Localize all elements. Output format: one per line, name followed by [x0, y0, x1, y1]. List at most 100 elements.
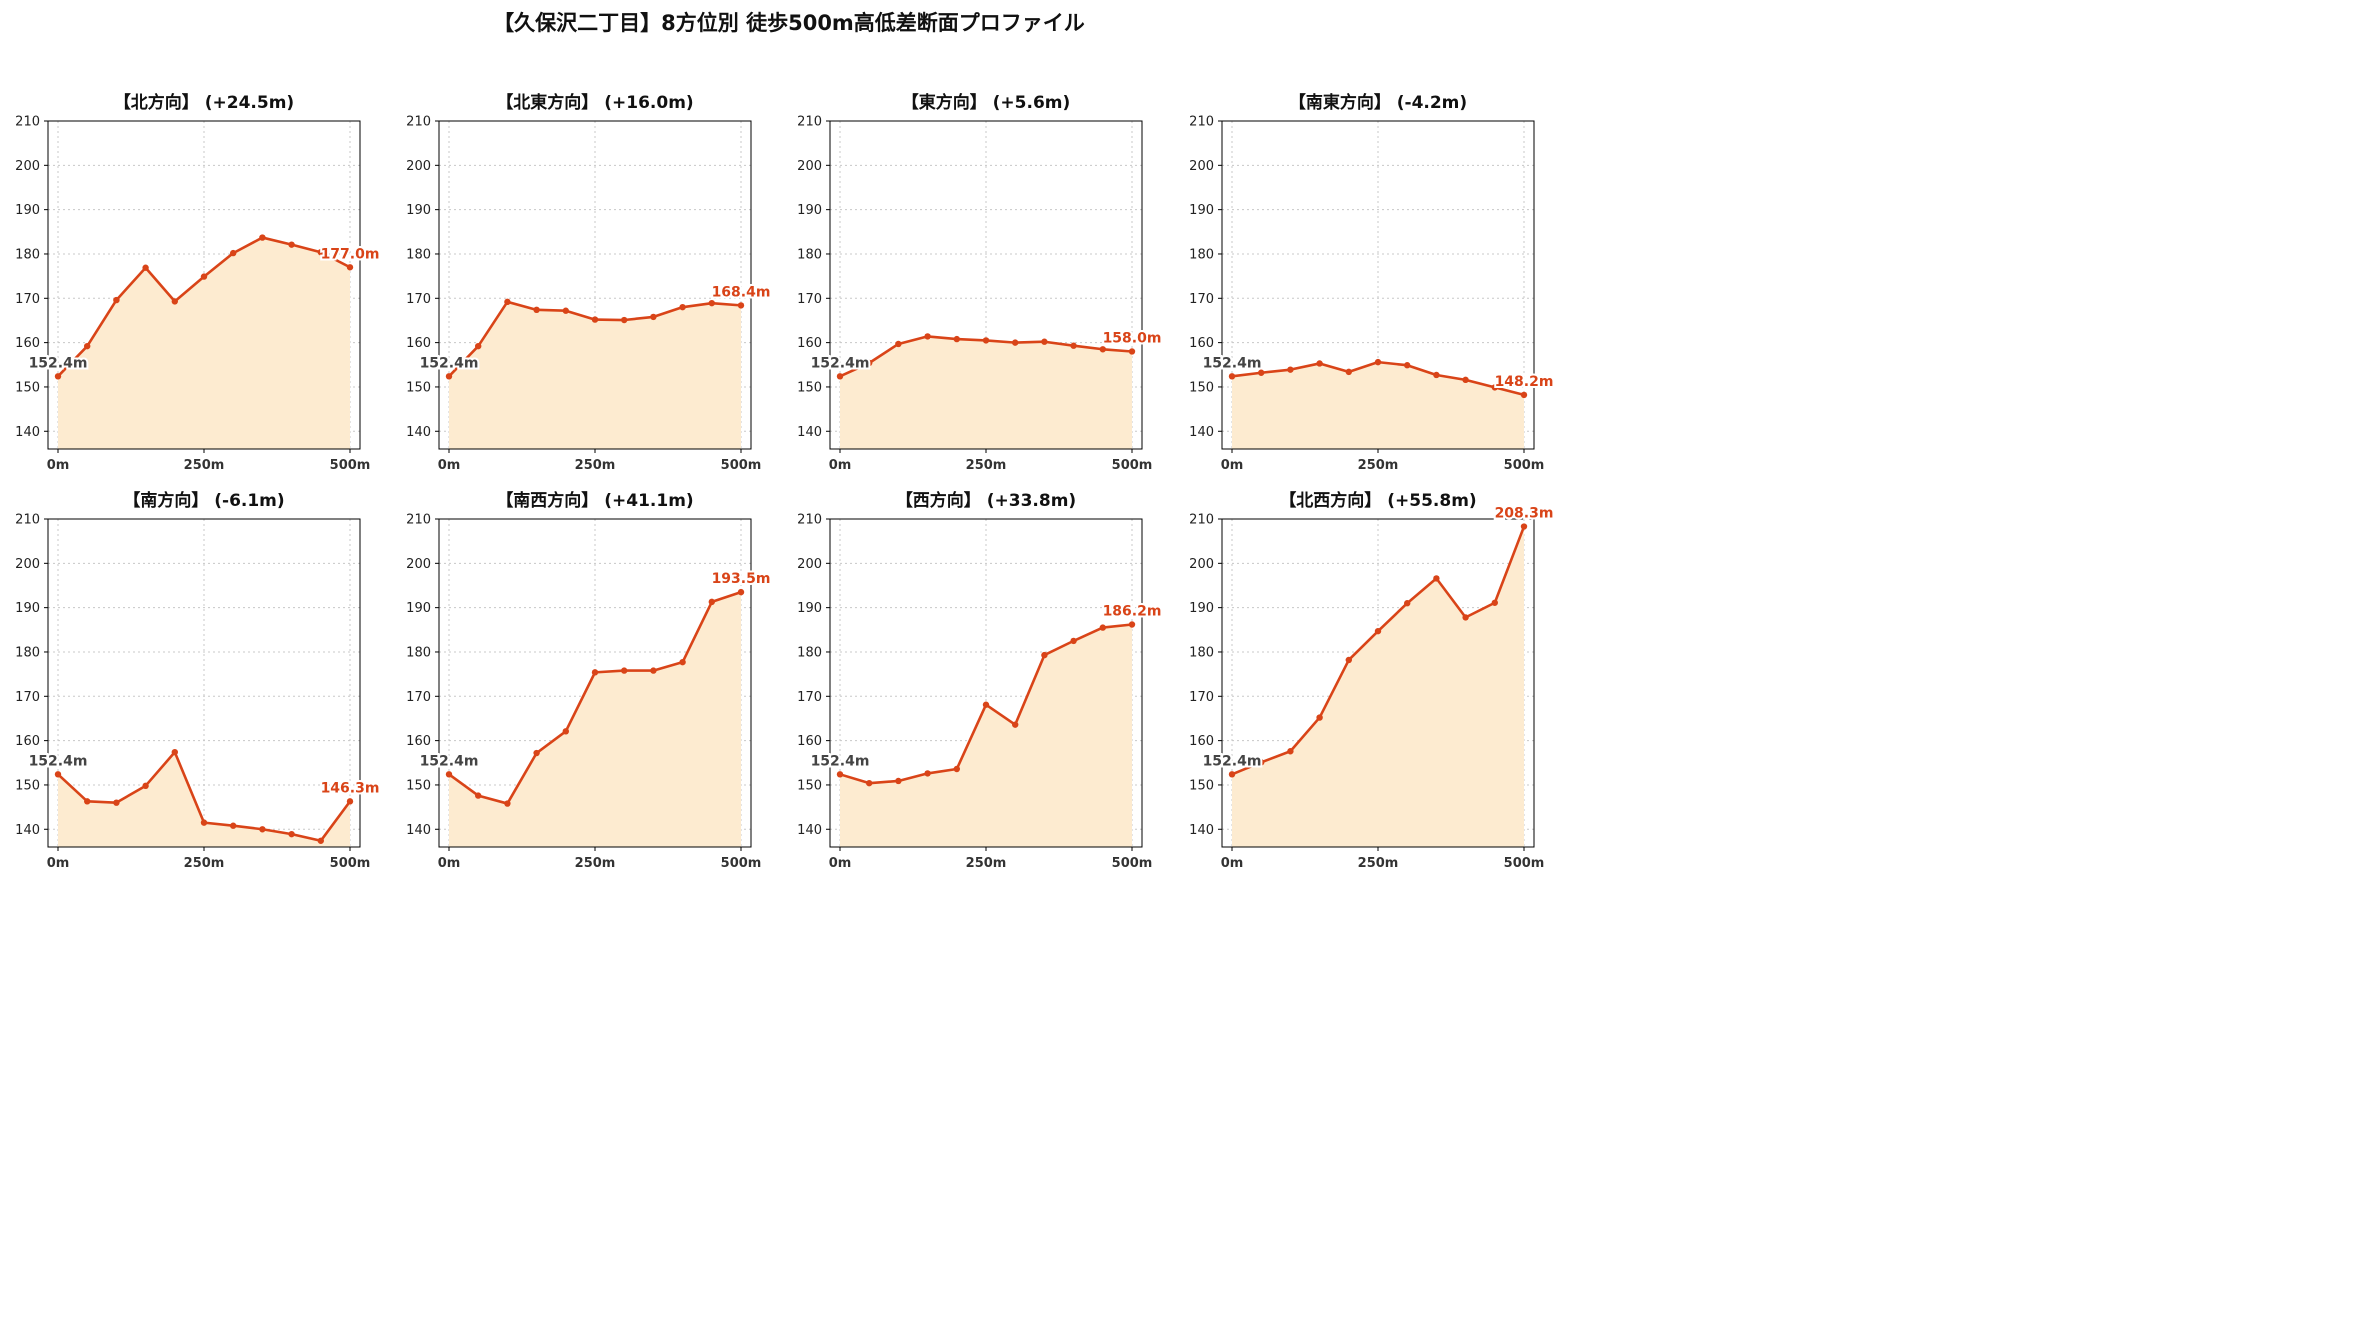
x-tick-label: 250m: [575, 856, 616, 871]
y-tick-label: 150: [797, 778, 822, 793]
data-point: [836, 771, 844, 778]
x-tick-label: 250m: [966, 458, 1007, 473]
panels-grid: 【北方向】 (+24.5m) 140 150 160 170 180 190 200 210 0m…: [15, 92, 1555, 871]
data-point: [1345, 368, 1353, 376]
data-point: [737, 302, 745, 309]
end-elevation-label: 177.0m: [321, 246, 380, 262]
figure-title: 【久保沢二丁目】8方位別 徒歩500m高低差断面プロファイル: [493, 11, 1085, 35]
y-tick-label: 150: [1189, 380, 1214, 395]
data-point: [200, 273, 208, 280]
data-point: [142, 264, 149, 271]
data-point: [1128, 621, 1136, 628]
x-tick-label: 500m: [330, 458, 371, 473]
start-elevation-label: 152.4m: [811, 753, 870, 769]
x-tick-label: 500m: [1112, 856, 1153, 871]
data-point: [1012, 721, 1019, 728]
elevation-area: [449, 592, 741, 847]
panel-title: 【南方向】 (-6.1m): [123, 490, 284, 511]
data-point: [1520, 523, 1528, 530]
data-point: [650, 667, 657, 674]
elevation-area: [449, 301, 741, 449]
data-point: [1099, 624, 1107, 631]
y-tick-label: 200: [1189, 557, 1214, 572]
x-tick-label: 250m: [1358, 458, 1399, 473]
data-point: [1041, 651, 1048, 659]
data-point: [924, 770, 931, 777]
panel-4: 【南方向】 (-6.1m) 140 150 160 170 180 190 200 210 0m 2…: [15, 490, 381, 871]
data-point: [113, 296, 120, 304]
data-point: [737, 588, 745, 596]
panel-0: 【北方向】 (+24.5m) 140 150 160 170 180 190 200 210 0m…: [15, 92, 381, 473]
figure: 【久保沢二丁目】8方位別 徒歩500m高低差断面プロファイル 【北方向】 (+2…: [15, 11, 1555, 871]
data-point: [533, 306, 540, 314]
start-elevation-label: 152.4m: [1203, 753, 1262, 769]
y-tick-label: 160: [15, 336, 40, 351]
data-point: [288, 830, 295, 838]
data-point: [562, 728, 569, 735]
data-point: [1462, 614, 1469, 621]
y-tick-label: 180: [797, 247, 822, 262]
data-point: [346, 264, 354, 271]
y-tick-label: 210: [1189, 513, 1214, 528]
data-point: [562, 307, 569, 314]
data-point: [1520, 391, 1528, 399]
end-elevation-label: 208.3m: [1495, 506, 1554, 522]
x-tick-label: 0m: [47, 458, 70, 473]
data-point: [836, 373, 844, 380]
x-tick-label: 0m: [1221, 458, 1244, 473]
data-point: [1462, 376, 1469, 384]
data-point: [200, 819, 208, 826]
y-tick-label: 190: [797, 203, 822, 218]
panel-title: 【南東方向】 (-4.2m): [1289, 92, 1467, 113]
data-point: [1258, 759, 1265, 766]
y-tick-label: 200: [15, 557, 40, 572]
data-point: [1287, 366, 1294, 373]
y-tick-label: 150: [797, 380, 822, 395]
y-tick-label: 180: [15, 247, 40, 262]
y-tick-label: 140: [15, 425, 40, 440]
data-point: [1404, 362, 1411, 369]
y-tick-label: 200: [1189, 159, 1214, 174]
y-tick-label: 160: [1189, 734, 1214, 749]
y-tick-label: 210: [406, 115, 431, 130]
panel-title: 【北方向】 (+24.5m): [114, 92, 294, 113]
data-point: [1491, 599, 1499, 606]
y-tick-label: 140: [406, 823, 431, 838]
data-point: [679, 658, 686, 666]
data-point: [650, 313, 657, 321]
start-elevation-label: 152.4m: [420, 753, 479, 769]
y-tick-label: 200: [797, 557, 822, 572]
data-point: [895, 340, 902, 348]
x-tick-label: 250m: [184, 458, 225, 473]
y-tick-label: 210: [15, 513, 40, 528]
data-point: [288, 241, 295, 248]
data-point: [982, 701, 990, 708]
y-tick-label: 160: [15, 734, 40, 749]
y-tick-label: 170: [1189, 292, 1214, 307]
x-tick-label: 250m: [184, 856, 225, 871]
x-tick-label: 500m: [1112, 458, 1153, 473]
data-point: [54, 373, 62, 380]
data-point: [445, 771, 453, 778]
start-elevation-label: 152.4m: [811, 355, 870, 371]
y-tick-label: 180: [1189, 645, 1214, 660]
data-point: [1012, 339, 1019, 346]
data-point: [621, 316, 628, 324]
data-point: [953, 765, 960, 773]
y-tick-label: 170: [406, 292, 431, 307]
panel-2: 【東方向】 (+5.6m) 140 150 160 170 180 190 200 210 0m 2…: [797, 92, 1163, 473]
y-tick-label: 190: [1189, 203, 1214, 218]
data-point: [171, 748, 178, 756]
x-tick-label: 500m: [721, 856, 762, 871]
data-point: [445, 373, 453, 380]
data-point: [953, 335, 960, 343]
data-point: [113, 799, 120, 806]
x-tick-label: 500m: [721, 458, 762, 473]
data-point: [504, 298, 511, 306]
end-elevation-label: 168.4m: [712, 284, 771, 300]
data-point: [475, 792, 482, 799]
data-point: [591, 669, 599, 676]
y-tick-label: 200: [15, 159, 40, 174]
x-tick-label: 500m: [330, 856, 371, 871]
y-tick-label: 180: [406, 247, 431, 262]
